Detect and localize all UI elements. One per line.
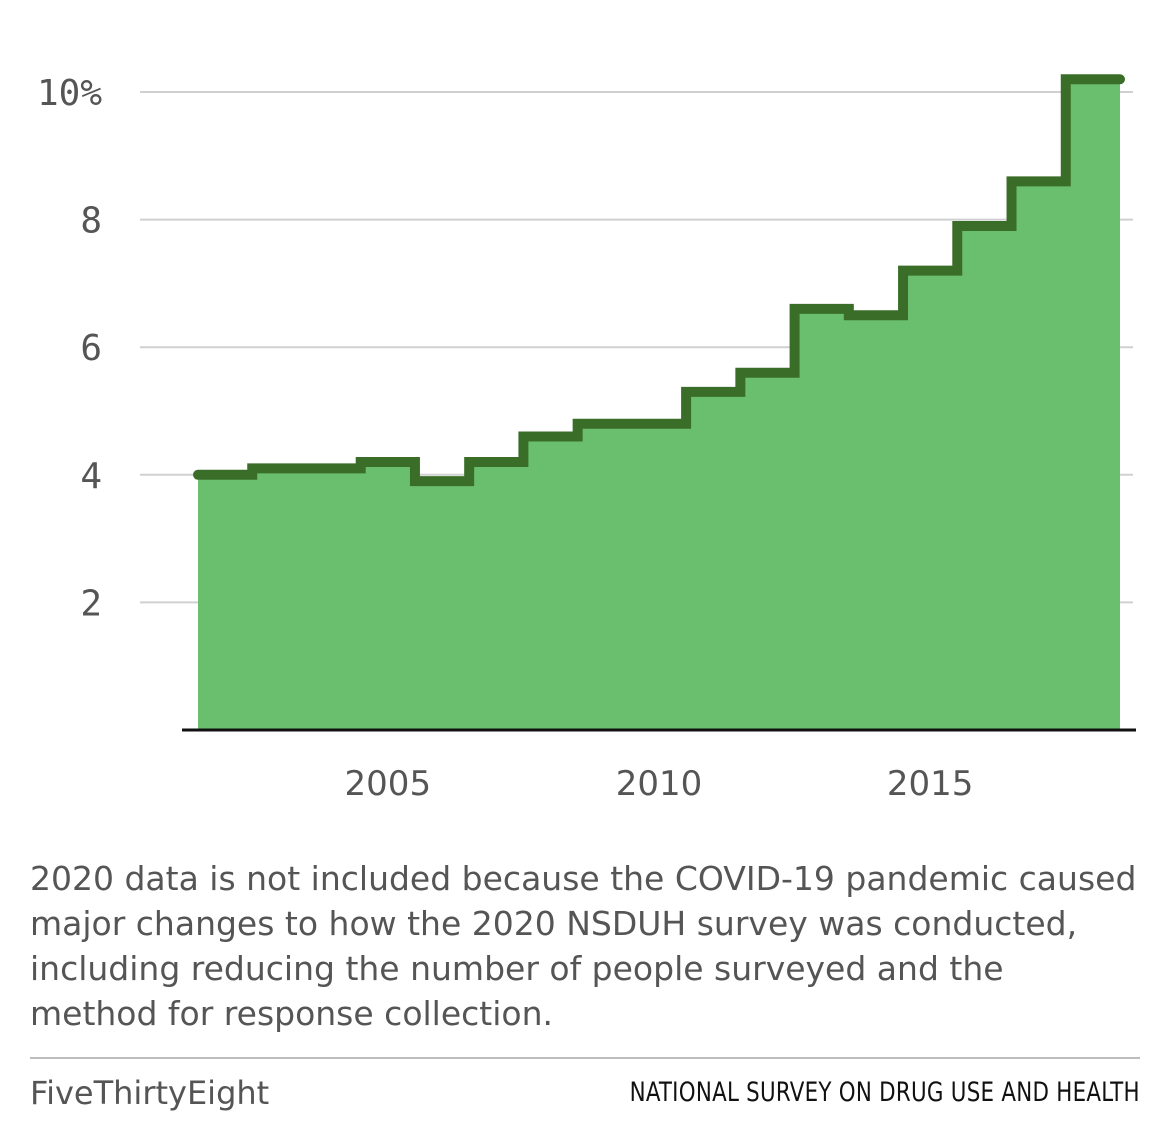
step-area-chart: 2 4 6 8 10% 2005 2010 2015 bbox=[37, 73, 1136, 804]
y-tick-label: 4 bbox=[80, 456, 102, 497]
footnote: 2020 data is not included because the CO… bbox=[30, 859, 1137, 1033]
x-tick-label: 2005 bbox=[345, 764, 432, 804]
y-tick-label: 6 bbox=[80, 328, 102, 369]
series-area bbox=[193, 74, 1125, 731]
x-tick-label: 2015 bbox=[887, 764, 974, 804]
footer-divider bbox=[30, 1057, 1140, 1059]
y-tick-label: 10% bbox=[37, 73, 102, 114]
x-axis-tick-labels: 2005 2010 2015 bbox=[345, 764, 974, 804]
x-tick-label: 2010 bbox=[616, 764, 703, 804]
brand-label: FiveThirtyEight bbox=[30, 1074, 270, 1112]
y-tick-label: 2 bbox=[80, 583, 102, 624]
y-axis-tick-labels: 2 4 6 8 10% bbox=[37, 73, 102, 624]
source-label: NATIONAL SURVEY ON DRUG USE AND HEALTH bbox=[629, 1077, 1140, 1108]
series-area-fill bbox=[198, 79, 1120, 731]
series-step-line bbox=[193, 74, 1125, 487]
y-tick-label: 8 bbox=[80, 201, 102, 242]
